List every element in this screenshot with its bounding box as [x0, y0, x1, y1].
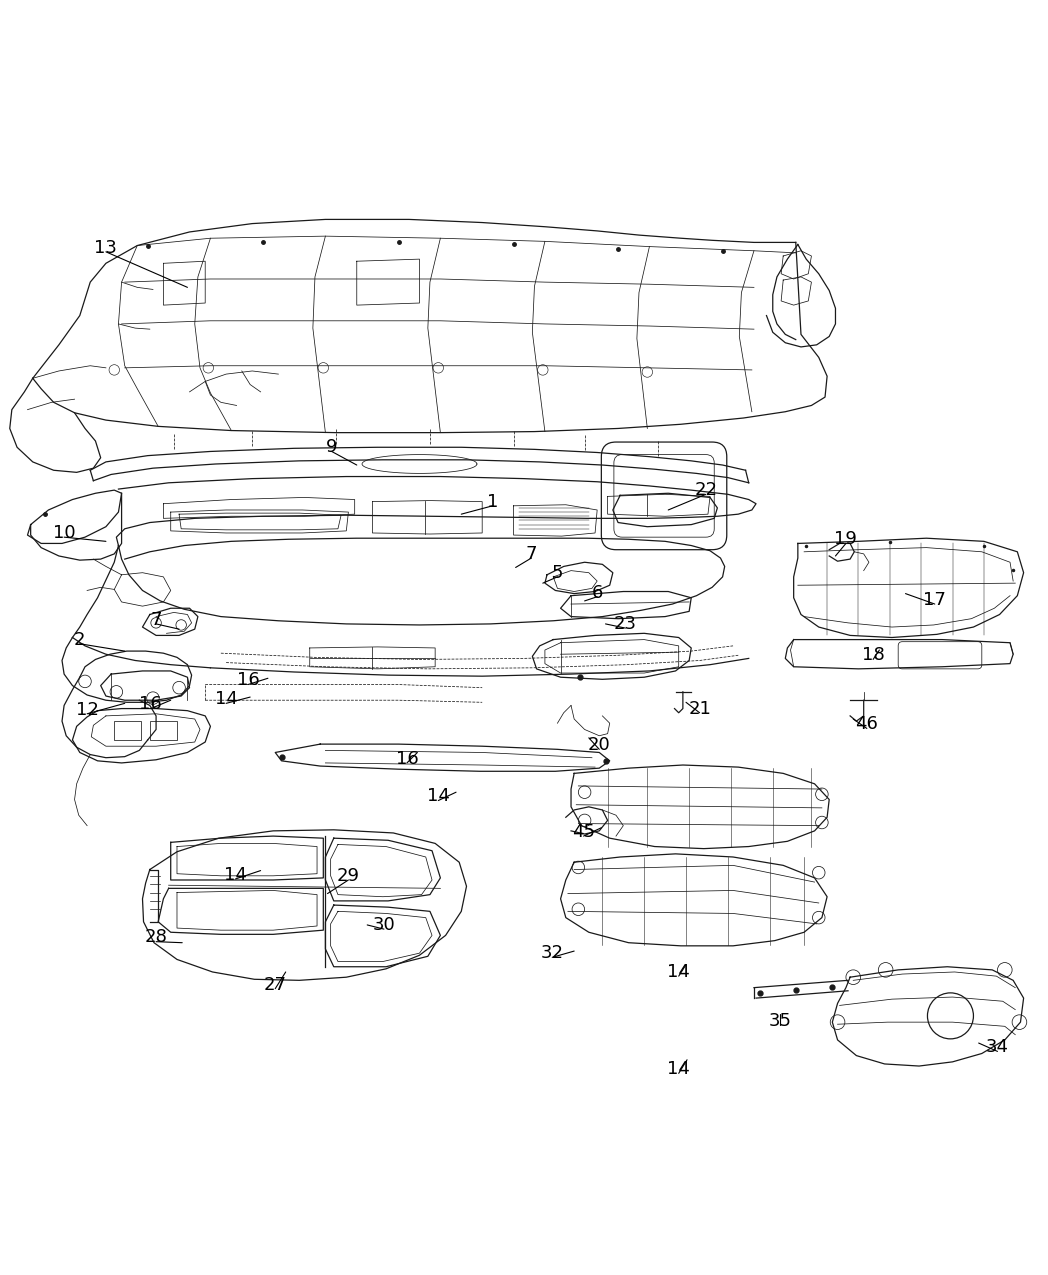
- Text: 17: 17: [923, 590, 946, 609]
- Text: 6: 6: [591, 584, 603, 602]
- Text: 28: 28: [145, 928, 168, 946]
- Text: 34: 34: [986, 1038, 1009, 1056]
- Text: 7: 7: [525, 544, 537, 562]
- Text: 9: 9: [326, 439, 337, 456]
- Text: 23: 23: [614, 615, 637, 632]
- Text: 21: 21: [689, 700, 711, 718]
- Text: 5: 5: [551, 564, 563, 581]
- Text: 14: 14: [668, 1061, 691, 1079]
- Text: 16: 16: [139, 695, 162, 714]
- Text: 20: 20: [588, 736, 611, 754]
- Text: 10: 10: [52, 524, 75, 542]
- Text: 16: 16: [395, 750, 418, 768]
- Text: 27: 27: [264, 975, 287, 993]
- Text: 14: 14: [215, 690, 238, 708]
- Text: 30: 30: [373, 915, 395, 933]
- Bar: [114, 722, 141, 740]
- Text: 14: 14: [427, 788, 450, 806]
- Text: 14: 14: [224, 866, 247, 884]
- Text: 16: 16: [237, 672, 260, 690]
- Text: 29: 29: [336, 867, 359, 885]
- Text: 1: 1: [487, 492, 499, 510]
- Bar: [150, 722, 177, 740]
- Text: 18: 18: [861, 646, 885, 664]
- Text: 32: 32: [541, 945, 564, 963]
- Text: 19: 19: [834, 530, 857, 548]
- Text: 13: 13: [94, 238, 117, 256]
- Text: 2: 2: [74, 631, 86, 649]
- Text: 45: 45: [572, 822, 595, 842]
- Text: 22: 22: [695, 481, 718, 499]
- Text: 12: 12: [75, 701, 99, 719]
- Text: 35: 35: [768, 1012, 791, 1030]
- Text: 46: 46: [855, 715, 878, 733]
- Text: 7: 7: [150, 611, 161, 629]
- Text: 14: 14: [668, 963, 691, 980]
